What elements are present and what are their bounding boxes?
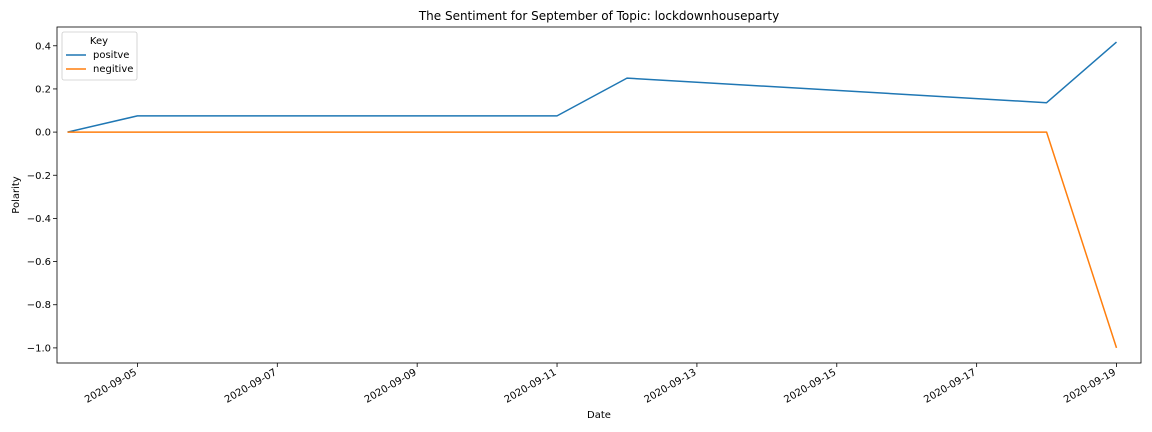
x-axis-label: Date (587, 410, 611, 421)
y-tick-label: −1.0 (27, 343, 51, 354)
legend: Key positve negitive (61, 31, 138, 81)
legend-title: Key (90, 36, 108, 47)
legend-box (61, 31, 138, 81)
x-tick-label: 2020-09-09 (363, 367, 419, 406)
series-line-positve (67, 41, 1117, 133)
y-tick-label: −0.2 (27, 171, 51, 182)
x-tick-label: 2020-09-13 (643, 367, 699, 406)
y-axis: 0.4 0.2 0.0 −0.2 −0.4 −0.6 −0.8 −1.0 (27, 41, 57, 354)
series-layer (67, 41, 1118, 349)
y-tick-label: 0.2 (35, 84, 51, 95)
chart-title: The Sentiment for September of Topic: lo… (418, 9, 779, 23)
y-tick-label: 0.0 (35, 128, 51, 139)
x-tick-label: 2020-09-19 (1062, 367, 1118, 406)
y-tick-label: 0.4 (35, 41, 51, 52)
x-axis: 2020-09-05 2020-09-07 2020-09-09 2020-09-11… (83, 363, 1118, 406)
y-tick-label: −0.4 (27, 214, 51, 225)
legend-label-positve: positve (93, 50, 129, 61)
y-tick-label: −0.8 (27, 300, 51, 311)
x-tick-label: 2020-09-07 (223, 367, 279, 406)
y-tick-label: −0.6 (27, 257, 51, 268)
legend-label-negitive: negitive (93, 64, 133, 75)
x-tick-label: 2020-09-05 (83, 367, 139, 406)
x-tick-label: 2020-09-17 (922, 367, 978, 406)
plot-area (56, 26, 1142, 364)
x-tick-label: 2020-09-11 (503, 367, 559, 406)
x-tick-label: 2020-09-15 (782, 367, 838, 406)
y-axis-label: Polarity (11, 176, 22, 214)
series-line-negitive (67, 131, 1118, 349)
